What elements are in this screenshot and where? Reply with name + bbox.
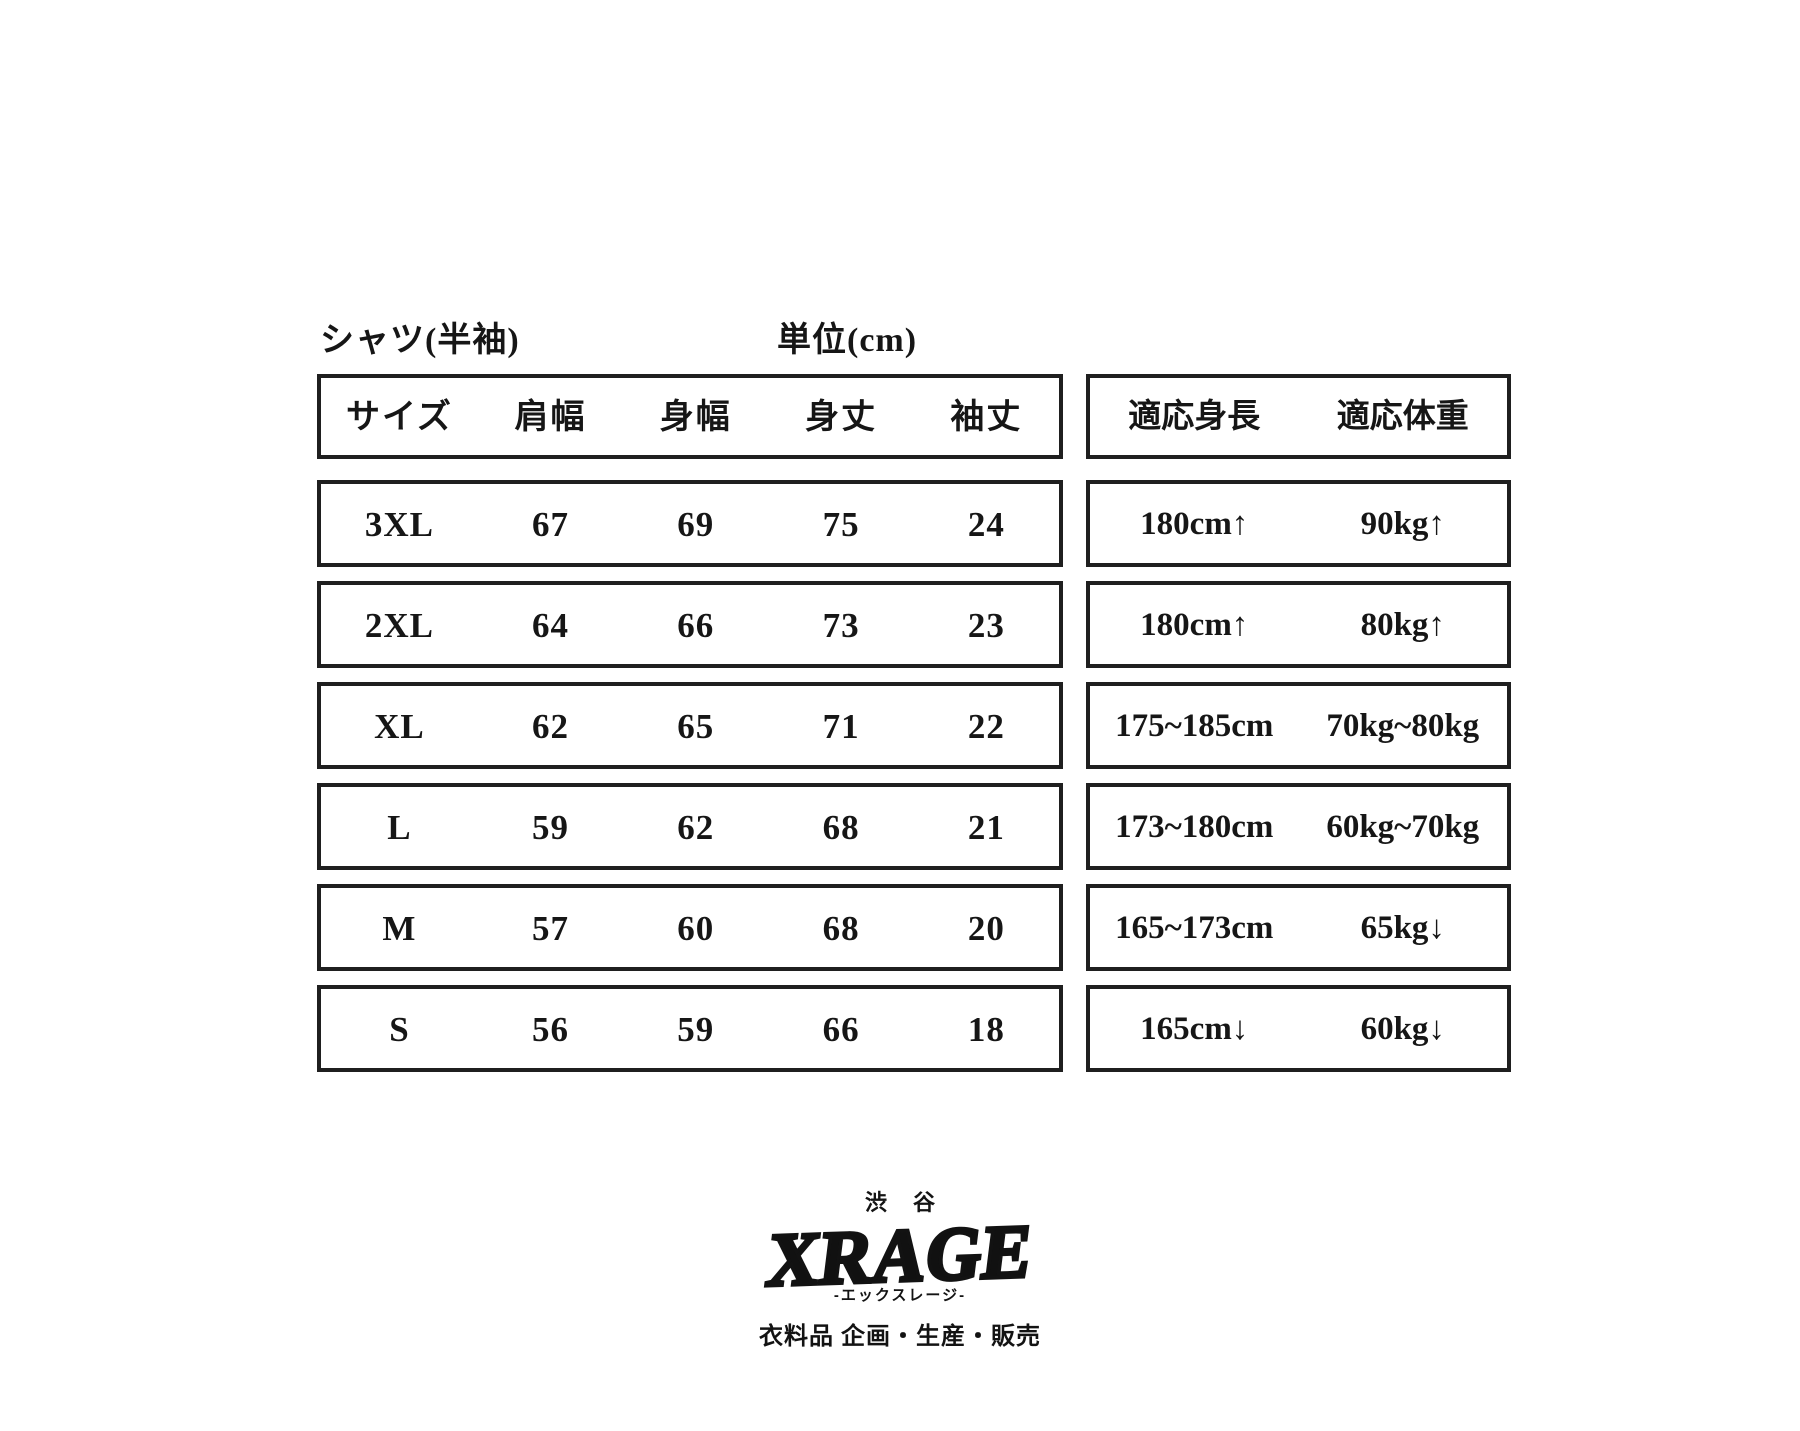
body-width-cell: 60 [677,909,715,948]
size-cell: 3XL [364,505,434,544]
shoulder-cell: 57 [532,909,570,948]
header-fit-weight: 適応体重 [1336,399,1469,435]
size-table-row-l: L 59 62 68 21 [317,783,1063,870]
fit-table-header-row: 適応身長 適応体重 [1086,374,1511,459]
size-table-header-row: サイズ 肩幅 身幅 身丈 袖丈 [317,374,1063,459]
brand-reading-label: -エックスレージ- [833,1287,967,1305]
fit-weight-cell: 80kg↑ [1360,607,1445,643]
body-width-cell: 66 [677,606,715,645]
shoulder-cell: 62 [532,707,570,746]
header-body-length: 身丈 [805,398,878,436]
fit-height-cell: 180cm↑ [1140,506,1249,542]
fit-weight-cell: 60kg↓ [1360,1011,1445,1047]
unit-label: 単位(cm) [777,322,918,359]
fit-height-cell: 165~173cm [1115,910,1274,946]
body-length-cell: 66 [822,1010,860,1049]
brand-location-label: 渋谷 [864,1190,961,1215]
header-fit-height: 適応身長 [1128,399,1261,435]
fit-height-cell: 180cm↑ [1140,607,1249,643]
size-cell: S [389,1010,410,1049]
fit-table-row-s: 165cm↓ 60kg↓ [1086,985,1511,1072]
shoulder-cell: 56 [532,1010,570,1049]
sleeve-cell: 24 [967,505,1005,544]
size-table-row-m: M 57 60 68 20 [317,884,1063,971]
shoulder-cell: 67 [532,505,570,544]
header-size: サイズ [345,398,453,436]
sleeve-cell: 20 [967,909,1005,948]
fit-table-row-2xl: 180cm↑ 80kg↑ [1086,581,1511,668]
fit-height-cell: 175~185cm [1115,708,1274,744]
body-length-cell: 75 [822,505,860,544]
brand-wordmark-wrap: XRAGE [0,1208,1800,1305]
fit-table-row-m: 165~173cm 65kg↓ [1086,884,1511,971]
fit-table-row-xl: 175~185cm 70kg~80kg [1086,682,1511,769]
fit-weight-cell: 90kg↑ [1360,506,1445,542]
size-cell: 2XL [364,606,434,645]
body-width-cell: 62 [677,808,715,847]
fit-weight-cell: 60kg~70kg [1326,809,1480,845]
shoulder-cell: 64 [532,606,570,645]
fit-height-cell: 165cm↓ [1140,1011,1249,1047]
body-length-cell: 68 [822,909,860,948]
size-cell: L [387,808,412,847]
header-sleeve: 袖丈 [950,398,1023,436]
fit-weight-cell: 65kg↓ [1360,910,1445,946]
fit-table-row-l: 173~180cm 60kg~70kg [1086,783,1511,870]
fit-table-row-3xl: 180cm↑ 90kg↑ [1086,480,1511,567]
sleeve-cell: 23 [967,606,1005,645]
size-table-row-3xl: 3XL 67 69 75 24 [317,480,1063,567]
fit-height-cell: 173~180cm [1115,809,1274,845]
body-width-cell: 59 [677,1010,715,1049]
body-width-cell: 69 [677,505,715,544]
sleeve-cell: 21 [967,808,1005,847]
xrage-wordmark: XRAGE [761,1208,1039,1305]
size-table: サイズ 肩幅 身幅 身丈 袖丈 3XL 67 69 75 24 2XL 64 6… [317,374,1063,1086]
size-cell: XL [374,707,425,746]
sleeve-cell: 22 [967,707,1005,746]
brand-logo-block: 渋谷 XRAGE -エックスレージ- 衣料品 企画・生産・販売 [0,1190,1800,1351]
size-table-row-xl: XL 62 65 71 22 [317,682,1063,769]
product-label: シャツ(半袖) [320,322,520,359]
shoulder-cell: 59 [532,808,570,847]
body-width-cell: 65 [677,707,715,746]
fit-weight-cell: 70kg~80kg [1326,708,1480,744]
brand-tagline: 衣料品 企画・生産・販売 [759,1324,1041,1351]
size-table-row-2xl: 2XL 64 66 73 23 [317,581,1063,668]
sleeve-cell: 18 [967,1010,1005,1049]
body-length-cell: 68 [822,808,860,847]
size-cell: M [382,909,417,948]
size-table-row-s: S 56 59 66 18 [317,985,1063,1072]
header-shoulder: 肩幅 [514,398,587,436]
body-length-cell: 71 [822,707,860,746]
body-length-cell: 73 [822,606,860,645]
header-body-width: 身幅 [659,398,732,436]
fit-table: 適応身長 適応体重 180cm↑ 90kg↑ 180cm↑ 80kg↑ 175~… [1086,374,1511,1086]
